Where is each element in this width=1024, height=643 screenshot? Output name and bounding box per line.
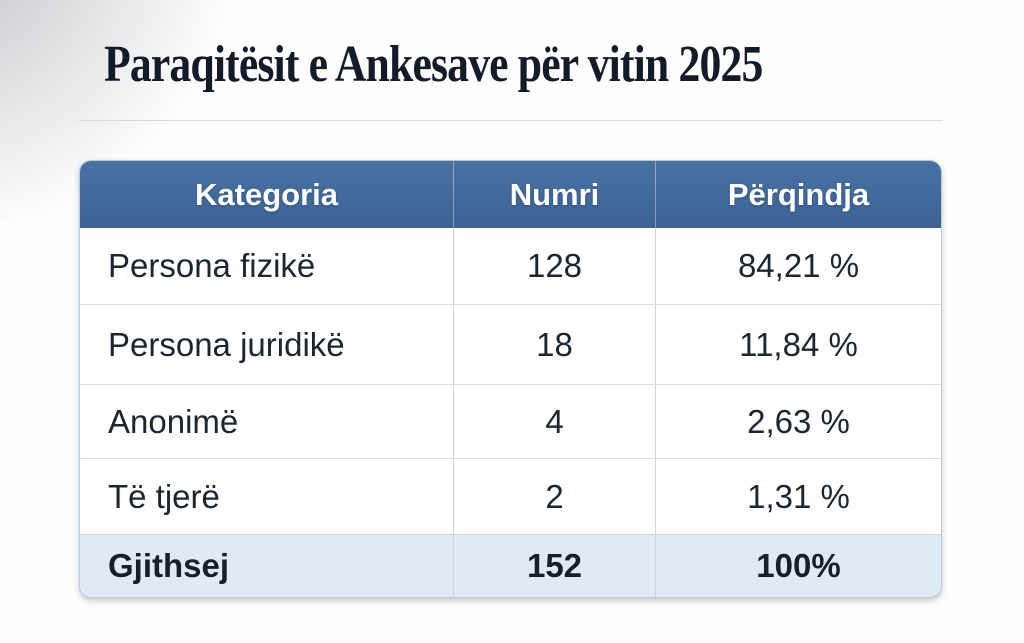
cell-category: Të tjerë xyxy=(108,477,220,515)
title-divider xyxy=(79,120,943,121)
cell-percentage: 11,84 % xyxy=(655,305,941,384)
table-row-persona-juridike: Persona juridikë 18 11,84 % xyxy=(80,304,941,384)
cell-category: Persona juridikë xyxy=(108,325,345,363)
cell-count: 4 xyxy=(453,385,655,458)
column-header-numri: Numri xyxy=(453,161,655,228)
table-row-anonime: Anonimë 4 2,63 % xyxy=(80,384,941,458)
complaints-table: Kategoria Numri Përqindja Persona fizikë… xyxy=(79,160,942,598)
column-header-kategoria: Kategoria xyxy=(195,176,338,212)
cell-total-count: 152 xyxy=(453,535,655,597)
table-header-row: Kategoria Numri Përqindja xyxy=(80,161,941,228)
cell-total-percentage: 100% xyxy=(655,535,941,597)
cell-category: Persona fizikë xyxy=(108,247,316,284)
table-total-row: Gjithsej 152 100% xyxy=(80,534,941,597)
page-title: Paraqitësit e Ankesave për vitin 2025 xyxy=(104,36,763,93)
cell-count: 18 xyxy=(453,305,655,384)
table-row-te-tjere: Të tjerë 2 1,31 % xyxy=(80,458,941,534)
cell-percentage: 2,63 % xyxy=(655,385,941,458)
column-header-perqindja: Përqindja xyxy=(655,161,941,228)
cell-category: Anonimë xyxy=(108,402,239,440)
cell-count: 128 xyxy=(453,228,655,304)
table-row-persona-fizike: Persona fizikë 128 84,21 % xyxy=(80,228,941,304)
cell-total-label: Gjithsej xyxy=(108,547,230,584)
cell-count: 2 xyxy=(453,459,655,534)
cell-percentage: 84,21 % xyxy=(655,228,941,304)
cell-percentage: 1,31 % xyxy=(655,459,941,534)
